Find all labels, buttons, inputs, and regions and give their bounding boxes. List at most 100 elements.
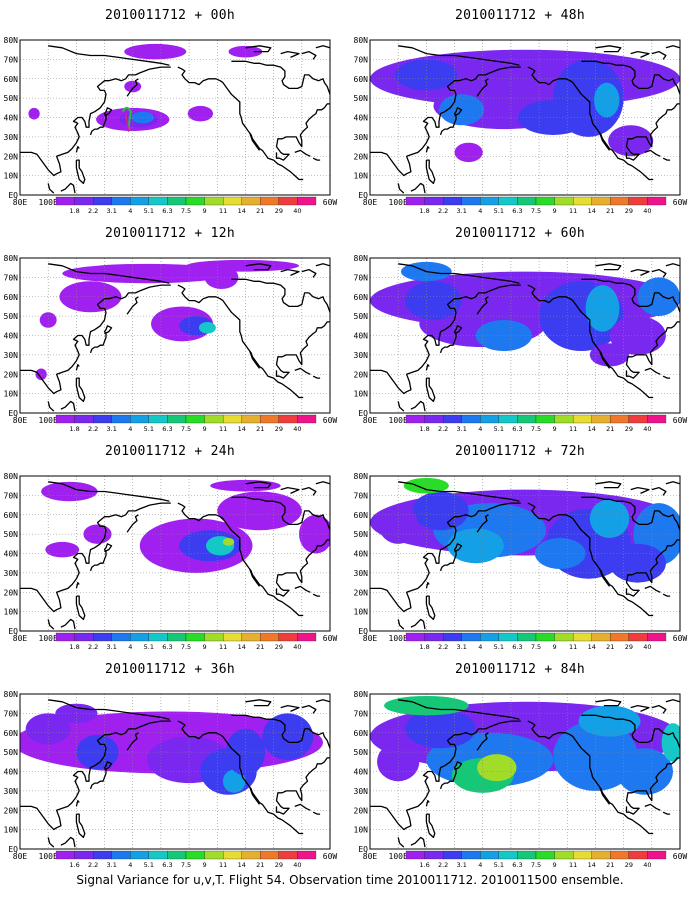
coastline [89, 107, 113, 136]
lat-label: 40N [354, 768, 369, 777]
variance-shading [222, 769, 246, 793]
variance-shading [412, 491, 469, 531]
coastline [630, 50, 650, 58]
map-panel: 2010011712 + 60h 80N 70N 60N 50N 40N 30N 20N 10N… [350, 218, 700, 436]
coastline [662, 811, 671, 815]
lon-label: 80E [363, 198, 378, 207]
colorbar-swatch [204, 414, 224, 424]
lon-label: 100E [39, 852, 58, 861]
colorbar-swatch [92, 196, 112, 206]
lon-label: 100E [39, 198, 58, 207]
coastline [625, 539, 680, 597]
lat-label: 30N [4, 351, 19, 360]
colorbar-label: 1.8 [69, 207, 79, 215]
colorbar-swatch [185, 414, 205, 424]
lon-label: 60W [673, 416, 688, 425]
colorbar-swatch [167, 196, 187, 206]
colorbar-swatch [480, 850, 500, 860]
colorbar-swatch [74, 196, 94, 206]
colorbar-label: 1.8 [419, 425, 429, 433]
colorbar-swatch [405, 632, 425, 642]
coastline [312, 593, 321, 597]
variance-shading [395, 59, 458, 91]
colorbar-label: 1.8 [69, 643, 79, 651]
coastline [245, 481, 272, 489]
colorbar-label: 14 [238, 207, 246, 215]
lat-label: 50N [4, 530, 19, 539]
colorbar-label: 5.1 [144, 643, 154, 651]
colorbar-swatch [498, 632, 518, 642]
lat-label: 50N [4, 94, 19, 103]
colorbar-label: 11 [569, 643, 577, 651]
colorbar-swatch [185, 850, 205, 860]
coastline [665, 699, 680, 703]
variance-shading [475, 320, 533, 351]
coastline [48, 481, 170, 502]
colorbar-label: 2.2 [438, 643, 448, 651]
variance-shading [594, 82, 620, 118]
colorbar-swatch [55, 414, 75, 424]
colorbar-label: 5.1 [144, 207, 154, 215]
colorbar-swatch [554, 414, 574, 424]
colorbar-label: 9 [203, 643, 207, 651]
coastline [527, 284, 654, 399]
coastline [315, 45, 330, 49]
coastline [177, 284, 304, 399]
colorbar-label: 29 [625, 425, 633, 433]
map-panel: 2010011712 + 48h 80N 70N 60N 50N 40N 30N 20N 10N… [350, 0, 700, 218]
colorbar-label: 21 [256, 425, 264, 433]
coastline [599, 132, 611, 151]
colorbar-swatch [535, 414, 555, 424]
lat-label: 10N [354, 826, 369, 835]
lat-label: 30N [354, 133, 369, 142]
colorbar-swatch [222, 414, 242, 424]
coastline [301, 50, 317, 60]
lon-label: 60W [673, 198, 688, 207]
lon-label: 100E [39, 416, 58, 425]
lat-label: 60N [354, 729, 369, 738]
colorbar-label: 6.3 [512, 207, 522, 215]
coastline [665, 263, 680, 267]
lat-label: EQ [8, 845, 18, 854]
variance-shading [76, 734, 119, 770]
colorbar-swatch [424, 850, 444, 860]
lat-label: 50N [354, 312, 369, 321]
colorbar-label: 40 [643, 425, 651, 433]
colorbar-swatch [148, 850, 168, 860]
variance-shading [589, 343, 630, 367]
coastline [245, 45, 272, 53]
colorbar-swatch [610, 850, 630, 860]
colorbar-swatch [628, 196, 648, 206]
lat-label: EQ [358, 191, 368, 200]
variance-shading [616, 748, 673, 795]
coastline [581, 714, 680, 749]
coastline [126, 732, 139, 751]
map-panel: 2010011712 + 84h 80N 70N 60N 50N 40N 30N 20N 10N… [350, 654, 700, 872]
coastline [439, 107, 463, 136]
lat-label: 80N [4, 254, 19, 263]
colorbar-swatch [442, 196, 462, 206]
variance-shading [131, 111, 154, 124]
coastline [630, 268, 650, 276]
lon-label: 100E [389, 416, 408, 425]
coastline [595, 481, 622, 489]
lon-label: 80E [13, 852, 28, 861]
colorbar-swatch [92, 850, 112, 860]
coastline [231, 714, 330, 749]
lat-label: 20N [354, 588, 369, 597]
colorbar-swatch [498, 414, 518, 424]
panel-title: 2010011712 + 24h [104, 444, 236, 459]
colorbar-label: 9 [203, 861, 207, 869]
colorbar-swatch [297, 414, 317, 424]
lat-label: 20N [4, 152, 19, 161]
colorbar-swatch [241, 632, 261, 642]
colorbar-swatch [461, 850, 481, 860]
colorbar-label: 2.2 [438, 207, 448, 215]
colorbar-label: 7.5 [181, 861, 191, 869]
coastline [177, 66, 304, 181]
coastline [581, 496, 680, 531]
colorbar-label: 7.5 [531, 207, 541, 215]
colorbar-label: 4 [478, 425, 482, 433]
colorbar-swatch [535, 850, 555, 860]
colorbar-swatch [111, 414, 131, 424]
